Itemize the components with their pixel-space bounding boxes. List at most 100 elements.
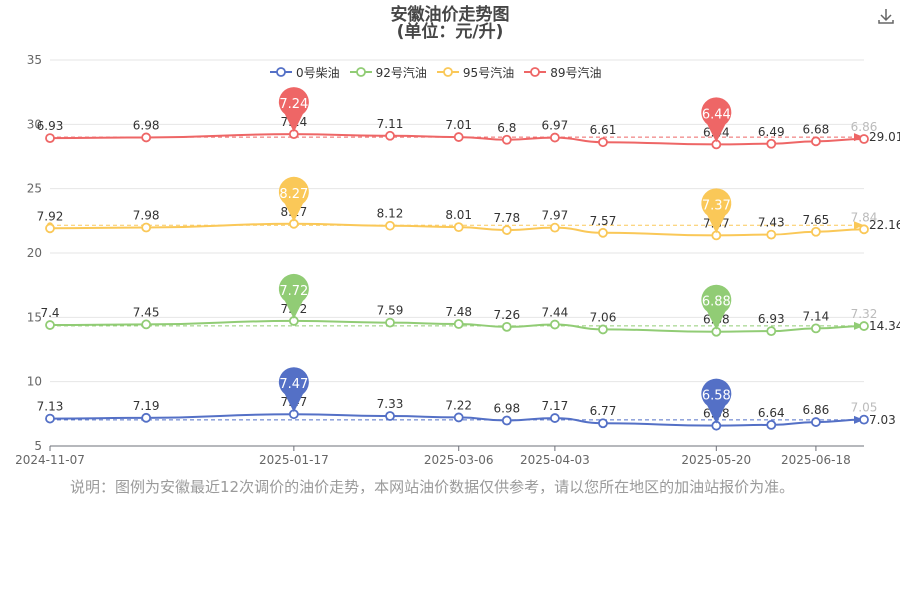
data-point	[45, 320, 55, 330]
legend-label: 95号汽油	[462, 65, 515, 80]
download-icon	[878, 9, 894, 24]
data-point	[453, 222, 464, 233]
data-label: 7.57	[590, 214, 617, 228]
data-label: 6.64	[758, 406, 785, 420]
data-label: 7.59	[377, 304, 404, 318]
legend-item[interactable]: 89号汽油	[524, 62, 601, 82]
data-point	[859, 224, 869, 235]
download-button[interactable]	[876, 6, 896, 26]
y-tick-label: 30	[27, 117, 42, 131]
legend-item[interactable]: 92号汽油	[349, 62, 427, 82]
legend-label: 0号柴油	[296, 65, 340, 80]
data-point	[598, 227, 608, 238]
data-point	[385, 411, 395, 421]
x-tick-label: 2025-01-17	[259, 453, 329, 467]
chart-note: 说明：图例为安徽最近12次调价的油价走势，本网站油价数据仅供参考，请以您所在地区…	[70, 478, 795, 496]
data-point	[859, 134, 869, 144]
legend-marker	[524, 67, 547, 77]
data-point	[501, 225, 512, 235]
data-point	[766, 138, 777, 149]
data-label: 7.01	[445, 118, 472, 132]
data-label: 6.98	[133, 118, 160, 132]
data-point	[811, 323, 821, 334]
average-label: 7.03	[869, 413, 896, 427]
x-tick-label: 2025-05-20	[681, 453, 751, 467]
y-tick-label: 20	[27, 246, 42, 260]
data-label: 7.11	[377, 117, 404, 131]
max-pin-label: 7.24	[279, 97, 308, 112]
chart-subtitle: (单位：元/升)	[396, 22, 504, 42]
data-label: 7.84	[851, 210, 878, 224]
x-tick-label: 2025-03-06	[424, 453, 494, 467]
legend-label: 92号汽油	[375, 65, 427, 80]
data-label: 7.97	[542, 209, 569, 223]
legend-item[interactable]: 0号柴油	[270, 62, 340, 82]
data-point	[453, 132, 464, 142]
data-label: 7.65	[803, 213, 830, 227]
data-label: 6.77	[590, 404, 617, 418]
data-point	[598, 137, 608, 148]
max-pin-label: 7.47	[279, 377, 308, 392]
data-label: 6.86	[803, 403, 830, 417]
min-pin	[701, 378, 732, 424]
min-pin	[701, 284, 732, 330]
average-arrow	[854, 133, 864, 142]
data-point	[549, 319, 560, 330]
average-label: 29.01	[869, 130, 900, 144]
data-label: 8.01	[445, 208, 472, 222]
data-label: 6.86	[851, 120, 878, 134]
data-label: 7.45	[133, 305, 160, 319]
min-pin-label: 6.58	[702, 389, 731, 404]
x-tick-label: 2025-06-18	[781, 453, 851, 467]
data-label: 6.68	[803, 122, 830, 136]
data-label: 6.61	[590, 123, 617, 137]
legend-item[interactable]: 95号汽油	[436, 62, 515, 82]
data-point	[549, 413, 560, 423]
data-point	[453, 412, 464, 423]
data-label: 7.06	[590, 310, 617, 324]
data-point	[859, 321, 869, 331]
legend-marker	[436, 67, 459, 77]
data-point	[141, 412, 152, 423]
data-point	[501, 321, 512, 332]
data-point	[385, 220, 395, 231]
data-point	[453, 319, 464, 329]
data-point	[385, 317, 395, 328]
chart-title: 安徽油价走势图	[390, 5, 510, 25]
max-pin-label: 8.27	[279, 187, 308, 202]
data-label: 7.19	[133, 399, 160, 413]
data-label: 7.4	[40, 306, 59, 320]
data-label: 6.93	[758, 312, 785, 326]
data-label: 7.05	[851, 401, 878, 415]
y-tick-label: 25	[27, 182, 42, 196]
y-tick-label: 15	[27, 310, 42, 324]
data-label: 6.93	[37, 119, 64, 133]
data-point	[45, 133, 55, 144]
min-pin	[701, 188, 732, 234]
x-tick-label: 2024-11-07	[15, 453, 85, 467]
data-point	[141, 319, 152, 330]
legend-marker	[270, 67, 292, 77]
min-pin-label: 6.88	[702, 295, 731, 310]
data-label: 7.43	[758, 216, 785, 230]
data-point	[141, 132, 152, 143]
max-pin-label: 7.72	[279, 284, 308, 299]
max-pin	[278, 87, 309, 133]
data-label: 6.49	[758, 125, 785, 139]
data-label: 7.14	[803, 309, 830, 323]
data-point	[811, 417, 821, 427]
data-label: 6.98	[493, 402, 520, 416]
data-label: 7.33	[377, 397, 404, 411]
data-point	[766, 326, 777, 337]
data-point	[549, 132, 560, 143]
data-point	[501, 415, 512, 426]
max-pin	[278, 273, 309, 319]
legend-marker	[349, 67, 372, 77]
data-point	[598, 324, 608, 335]
data-label: 7.98	[133, 209, 160, 223]
max-pin	[278, 367, 309, 413]
y-tick-label: 5	[34, 439, 42, 453]
data-point	[501, 134, 512, 145]
average-label: 14.34	[869, 319, 900, 333]
